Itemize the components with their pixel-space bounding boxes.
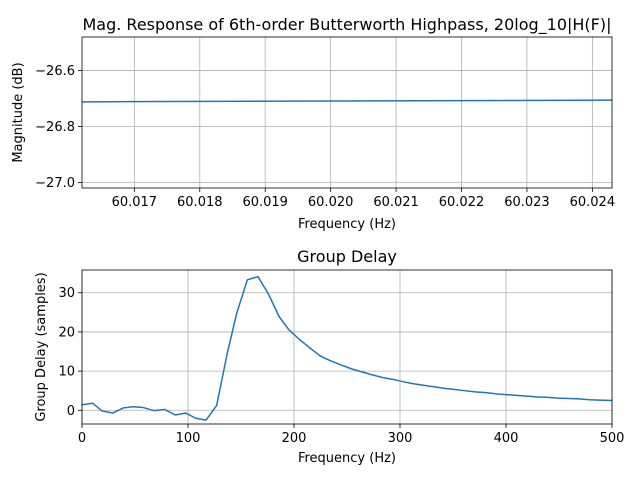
magnitude-y-tick-label: −27.0 (35, 176, 75, 191)
group-delay-x-tick-label: 200 (282, 431, 307, 446)
group-delay-y-tick-label: 20 (58, 325, 75, 340)
magnitude-x-tick-label: 60.017 (112, 195, 158, 210)
group-delay-x-tick-label: 100 (176, 431, 201, 446)
group-delay-series (81, 275, 613, 421)
magnitude-series-line (81, 99, 613, 103)
group-delay-grid (81, 270, 613, 424)
group-delay-y-axis-label: Group Delay (samples) (34, 272, 49, 421)
magnitude-grid (82, 37, 612, 188)
magnitude-y-axis-label: Magnitude (dB) (11, 62, 26, 162)
group-delay-x-tick-label: 500 (600, 431, 625, 446)
magnitude-x-tick-label: 60.024 (570, 195, 616, 210)
group-delay-chart-title: Group Delay (297, 247, 397, 266)
group-delay-ticks: 0 100 200 300 400 500 0 10 20 30 (58, 286, 624, 446)
group-delay-y-tick-label: 30 (58, 286, 75, 301)
magnitude-plot-frame (81, 36, 613, 189)
group-delay-chart: 0 100 200 300 400 500 0 10 20 30 Group Delay Freq… (34, 247, 624, 466)
group-delay-x-tick-label: 0 (78, 431, 86, 446)
group-delay-x-tick-label: 300 (388, 431, 413, 446)
magnitude-x-axis-label: Frequency (Hz) (298, 217, 396, 232)
magnitude-series (81, 99, 613, 103)
magnitude-x-tick-label: 60.022 (439, 195, 485, 210)
group-delay-series-line (81, 275, 613, 421)
magnitude-x-tick-label: 60.020 (308, 195, 354, 210)
group-delay-plot-frame (81, 269, 613, 425)
magnitude-ticks: 60.017 60.018 60.019 60.020 60.021 60.022 60.0… (35, 64, 615, 210)
group-delay-y-tick-label: 0 (67, 404, 75, 419)
group-delay-x-tick-label: 400 (494, 431, 519, 446)
magnitude-x-tick-label: 60.023 (504, 195, 550, 210)
magnitude-chart-title: Mag. Response of 6th-order Butterworth H… (82, 15, 611, 35)
magnitude-chart: 60.017 60.018 60.019 60.020 60.021 60.022 60.0… (11, 15, 615, 232)
magnitude-y-tick-label: −26.6 (35, 64, 75, 79)
group-delay-x-axis-label: Frequency (Hz) (298, 451, 396, 466)
magnitude-x-tick-label: 60.019 (242, 195, 288, 210)
magnitude-y-tick-label: −26.8 (35, 120, 75, 135)
magnitude-x-tick-label: 60.018 (177, 195, 223, 210)
group-delay-y-tick-label: 10 (58, 365, 75, 380)
magnitude-x-tick-label: 60.021 (373, 195, 419, 210)
